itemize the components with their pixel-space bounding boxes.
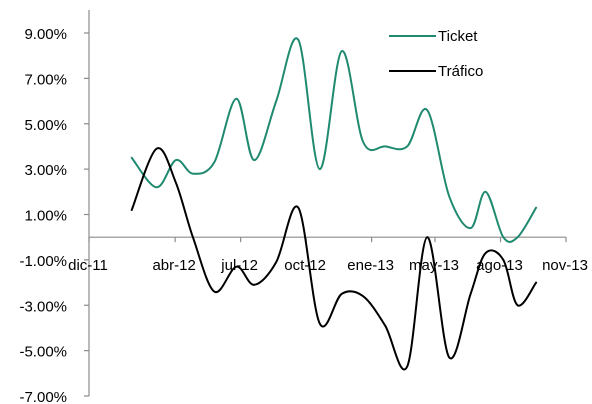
y-tick-label: 5.00%	[24, 117, 67, 134]
legend-label-ticket: Ticket	[438, 28, 478, 45]
x-tick-label: ene-13	[347, 257, 394, 274]
series-line-ticket	[130, 37, 538, 243]
x-tick-label: dic-11	[68, 257, 108, 274]
x-tick-label: oct-12	[284, 257, 326, 274]
legend: Ticket Tráfico	[389, 28, 483, 80]
y-tick-label: -3.00%	[19, 298, 67, 315]
y-tick-label: 9.00%	[24, 26, 67, 43]
x-tick-label: nov-13	[542, 257, 588, 274]
x-tick-label: abr-12	[152, 257, 195, 274]
y-tick-label: -1.00%	[19, 253, 67, 270]
y-tick-label: -5.00%	[19, 344, 67, 361]
series-line-trafico	[130, 147, 538, 371]
y-tick-label: 1.00%	[24, 208, 67, 225]
x-tick-label: jul-12	[220, 257, 258, 274]
y-tick-label: 7.00%	[24, 71, 67, 88]
series-lines	[130, 37, 538, 371]
x-axis: dic-11 abr-12 jul-12 oct-12 ene-13 may-13 ago-…	[68, 236, 588, 274]
x-tick-label: ago-13	[476, 257, 523, 274]
y-tick-label: 3.00%	[24, 162, 67, 179]
y-axis: 9.00% 7.00% 5.00% 3.00% 1.00% -1.00% -3.00% -5.…	[19, 10, 90, 404]
legend-label-trafico: Tráfico	[438, 63, 483, 80]
y-tick-label: -7.00%	[19, 389, 67, 404]
